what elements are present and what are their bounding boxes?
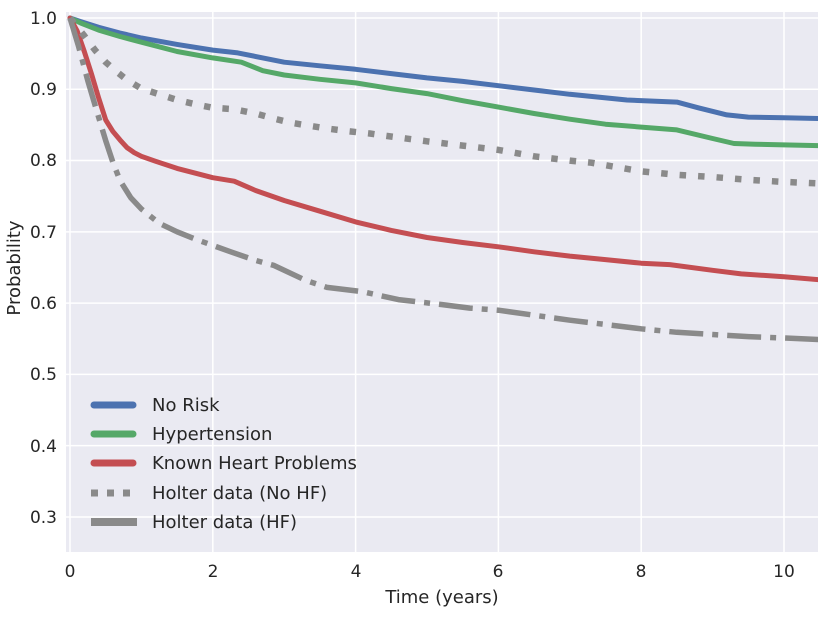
- legend-item-hypertension: Hypertension: [90, 424, 272, 445]
- y-tick: 0.5: [30, 365, 57, 385]
- x-tick: 4: [351, 562, 362, 582]
- legend: No Risk Hypertension Known Heart Problem…: [90, 395, 357, 533]
- x-tick: 8: [636, 562, 647, 582]
- y-tick: 0.4: [30, 437, 57, 457]
- x-tick: 0: [65, 562, 76, 582]
- y-tick: 0.8: [30, 151, 57, 171]
- y-axis-tick-labels: 1.0 0.9 0.8 0.7 0.6 0.5 0.4 0.3: [30, 9, 57, 528]
- legend-label: Holter data (HF): [152, 512, 297, 533]
- legend-item-holter-hf: Holter data (HF): [91, 512, 297, 533]
- x-axis-tick-labels: 0 2 4 6 8 10: [65, 562, 795, 582]
- curve-known-heart-problems: [67, 15, 818, 283]
- y-tick: 0.7: [30, 223, 57, 243]
- y-tick: 0.6: [30, 294, 57, 314]
- legend-label: Hypertension: [152, 424, 272, 445]
- y-axis-label: Probability: [4, 220, 25, 315]
- curves: [67, 15, 818, 343]
- curve-no-risk: [67, 15, 818, 121]
- y-tick: 0.3: [30, 508, 57, 528]
- legend-item-holter-no-hf: Holter data (No HF): [91, 483, 327, 504]
- x-tick: 2: [208, 562, 219, 582]
- legend-item-no-risk: No Risk: [90, 395, 220, 416]
- y-tick: 1.0: [30, 9, 57, 29]
- x-axis-label: Time (years): [384, 587, 498, 608]
- legend-item-known-heart-problems: Known Heart Problems: [90, 453, 357, 474]
- legend-label: Holter data (No HF): [152, 483, 327, 504]
- legend-label: Known Heart Problems: [152, 453, 357, 474]
- curve-holter-hf: [67, 17, 818, 343]
- x-tick: 6: [493, 562, 504, 582]
- curve-hypertension: [67, 15, 818, 149]
- y-tick: 0.9: [30, 80, 57, 100]
- legend-label: No Risk: [152, 395, 220, 416]
- x-tick: 10: [773, 562, 795, 582]
